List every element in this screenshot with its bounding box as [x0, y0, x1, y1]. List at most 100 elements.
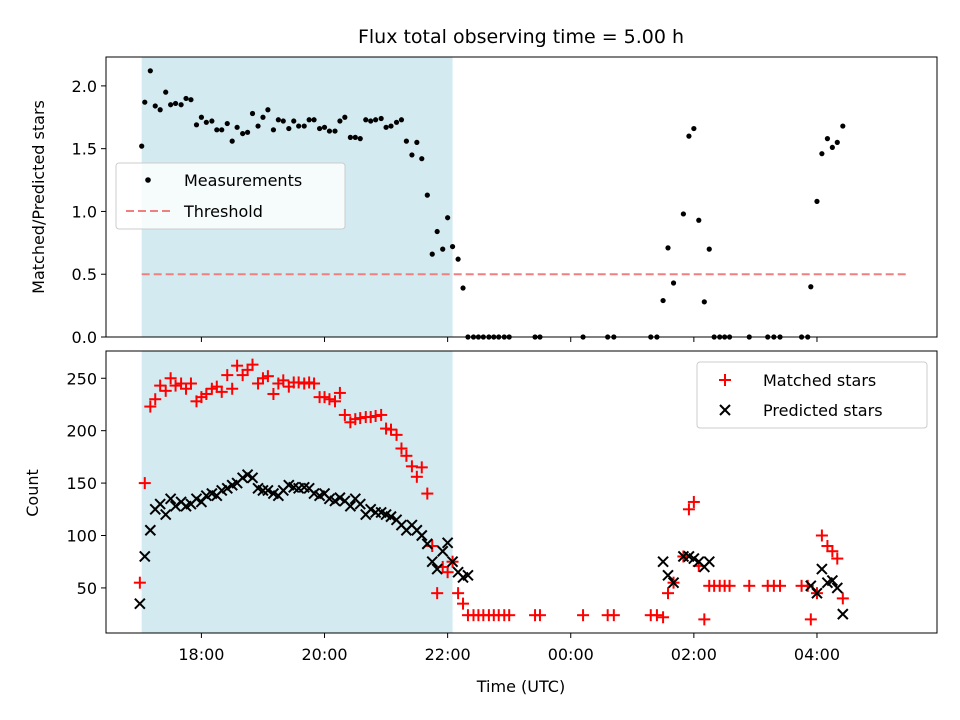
matched-star-point	[226, 382, 239, 395]
x-tick-label: 00:00	[548, 645, 594, 664]
matched-star-point	[415, 461, 428, 474]
count-y-tick-label: 250	[66, 369, 97, 388]
measurement-point	[311, 117, 317, 123]
measurement-point	[214, 127, 220, 133]
x-tick-label: 18:00	[178, 645, 224, 664]
matched-star-point	[221, 369, 234, 382]
predicted-star-point	[344, 500, 357, 512]
measurement-point	[429, 251, 435, 257]
matched-star-point	[144, 400, 157, 413]
count-panel: 50 100 150 200 250 18:00 20:00 22:00 00:00 02:00…	[23, 350, 938, 696]
matched-star-point	[169, 379, 182, 392]
predicted-stars-points	[134, 468, 849, 620]
x-tick-label: 04:00	[794, 645, 840, 664]
predicted-star-point	[441, 537, 454, 549]
count-legend: Matched stars Predicted stars	[696, 361, 928, 429]
measurement-point	[383, 124, 389, 130]
matched-star-point	[390, 428, 403, 441]
measurement-point	[219, 127, 225, 133]
measurement-point	[240, 130, 246, 137]
predicted-star-point	[257, 484, 269, 497]
matched-star-point	[369, 409, 382, 422]
matched-star-point	[682, 503, 695, 516]
matched-star-point	[533, 609, 546, 622]
measurement-point	[347, 134, 353, 140]
measurement-point	[368, 118, 374, 124]
measurement-point	[142, 99, 148, 105]
x-tick-label: 20:00	[301, 645, 347, 664]
matched-star-point	[687, 495, 700, 508]
measurement-point	[203, 119, 209, 125]
predicted-star-point	[437, 545, 449, 557]
matched-star-point	[650, 609, 663, 622]
matched-star-point	[662, 587, 675, 600]
matched-star-point	[159, 384, 172, 397]
matched-star-point	[503, 609, 516, 622]
ratio-legend: Measurements Threshold	[115, 162, 346, 230]
legend-predicted-marker	[719, 404, 731, 416]
measurement-point	[193, 122, 200, 128]
measurement-point	[342, 114, 348, 120]
measurement-point	[357, 136, 363, 142]
ratio-x-ticks	[200, 337, 818, 342]
measurement-point	[249, 110, 256, 117]
predicted-star-point	[462, 569, 474, 582]
matched-star-point	[395, 442, 408, 455]
count-y-tick-label: 100	[66, 527, 97, 546]
measurement-point	[291, 118, 297, 124]
count-plot-frame	[105, 350, 938, 634]
matched-star-point	[261, 370, 274, 383]
matched-star-point	[421, 487, 434, 500]
measurement-point	[445, 215, 451, 221]
matched-star-point	[826, 545, 839, 558]
count-y-tick-label: 150	[66, 474, 97, 493]
measurement-point	[286, 125, 292, 132]
matched-star-point	[836, 592, 849, 605]
measurement-point	[139, 143, 145, 149]
matched-star-point	[723, 579, 736, 592]
predicted-star-point	[416, 529, 428, 542]
matched-star-point	[323, 393, 336, 406]
matched-star-point	[333, 386, 346, 399]
measurement-point	[691, 125, 697, 132]
predicted-star-point	[421, 538, 434, 550]
measurement-point	[460, 285, 466, 291]
matched-star-point	[184, 377, 197, 390]
chart-title: Flux total observing time = 5.00 h	[358, 26, 684, 48]
predicted-star-point	[826, 574, 839, 587]
predicted-star-point	[431, 563, 443, 575]
count-y-tick-label: 50	[77, 579, 97, 598]
predicted-star-point	[139, 550, 151, 563]
matched-star-point	[375, 408, 388, 421]
ratio-y-tick-label: 0.5	[72, 265, 97, 284]
matched-star-point	[774, 579, 787, 592]
matched-star-point	[338, 408, 351, 421]
matched-star-point	[149, 393, 162, 406]
measurement-point	[808, 284, 814, 290]
measurement-point	[352, 134, 358, 140]
count-y-ticks: 50 100 150 200 250	[66, 369, 106, 598]
matched-star-point	[328, 395, 341, 408]
matched-star-point	[743, 579, 756, 592]
predicted-star-point	[662, 569, 674, 582]
ratio-legend-box	[115, 162, 346, 230]
legend-matched-label: Matched stars	[763, 371, 876, 390]
measurement-point	[270, 127, 277, 133]
x-axis-label: Time (UTC)	[476, 677, 565, 696]
predicted-star-point	[154, 498, 166, 510]
x-tick-label: 22:00	[425, 645, 471, 664]
measurement-point	[819, 151, 825, 157]
matched-star-point	[410, 470, 423, 483]
measurement-point	[409, 152, 415, 158]
count-y-axis-label: Count	[23, 469, 42, 517]
measurement-point	[147, 68, 153, 74]
matched-star-point	[164, 372, 177, 385]
predicted-star-point	[657, 556, 669, 568]
predicted-star-point	[831, 582, 843, 594]
measurement-point	[178, 102, 184, 108]
matched-star-point	[138, 477, 151, 490]
measurement-point	[172, 100, 179, 107]
predicted-star-point	[816, 563, 828, 575]
measurement-point	[332, 128, 338, 134]
measurement-point	[706, 246, 712, 252]
